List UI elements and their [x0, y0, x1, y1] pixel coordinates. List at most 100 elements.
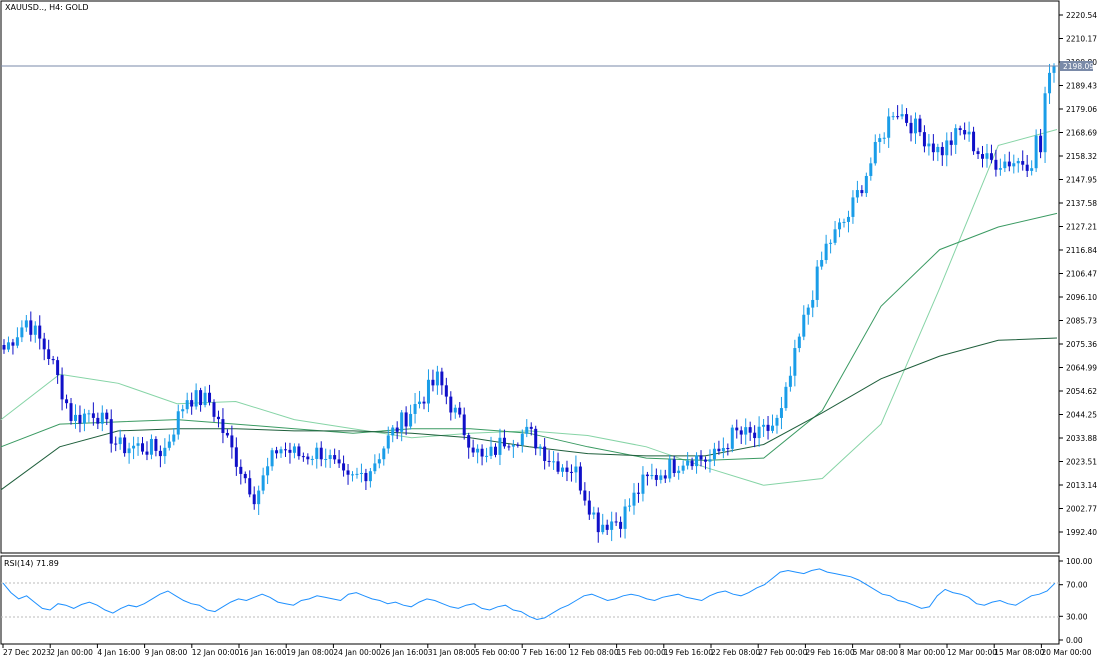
candle: [225, 429, 229, 438]
price-tick-label: 2054.62: [1066, 387, 1097, 396]
candle: [695, 452, 699, 474]
rsi-tick-label: 30.00: [1066, 612, 1088, 621]
time-tick-label: 31 Jan 08:00: [428, 648, 476, 657]
candle: [677, 465, 681, 480]
time-tick-label: 22 Feb 08:00: [711, 648, 760, 657]
candle: [132, 436, 136, 460]
price-tick-label: 2013.14: [1066, 481, 1097, 490]
candle: [547, 450, 551, 467]
candle: [766, 416, 770, 440]
candle: [1003, 154, 1007, 173]
candle: [149, 434, 153, 460]
candle: [958, 125, 962, 136]
candle: [123, 434, 127, 457]
candle: [409, 404, 413, 430]
candle: [440, 367, 444, 395]
candle: [717, 440, 721, 455]
candle: [502, 429, 506, 449]
candle: [534, 425, 538, 456]
candle: [860, 185, 864, 197]
price-tick-label: 2220.54: [1066, 11, 1097, 20]
candle: [672, 455, 676, 477]
candle: [887, 108, 891, 148]
candle: [543, 437, 547, 470]
candle: [726, 443, 730, 456]
candle: [78, 405, 82, 433]
candle: [632, 483, 636, 515]
candle: [489, 436, 493, 460]
candle: [15, 327, 19, 349]
candle: [476, 444, 480, 464]
candle: [525, 419, 529, 438]
candle: [690, 457, 694, 470]
candle: [998, 158, 1002, 176]
candle: [569, 464, 573, 482]
candle: [940, 142, 944, 166]
candle: [954, 124, 958, 154]
candle: [592, 506, 596, 520]
time-tick-label: 15 Mar 08:00: [994, 648, 1044, 657]
candle: [771, 414, 775, 434]
candle: [185, 392, 189, 414]
candle: [1030, 160, 1034, 176]
price-tick-label: 2106.47: [1066, 270, 1097, 279]
candle: [359, 463, 363, 483]
candle: [306, 453, 310, 465]
time-tick-label: 5 Mar 08:00: [853, 648, 899, 657]
candle: [913, 112, 917, 144]
price-tick-label: 2064.99: [1066, 364, 1097, 373]
candle: [208, 384, 212, 406]
candle: [605, 519, 609, 536]
candle: [355, 467, 359, 479]
price-tick-label: 2210.17: [1066, 35, 1097, 44]
candle: [972, 126, 976, 155]
rsi-title: RSI(14) 71.89: [4, 559, 59, 568]
candle: [65, 394, 69, 409]
candle: [578, 462, 582, 495]
candle: [453, 404, 457, 419]
candle: [516, 442, 520, 448]
candle: [230, 425, 234, 459]
candle: [413, 392, 417, 424]
candle: [538, 444, 542, 456]
candle: [2, 339, 6, 354]
candle: [708, 449, 712, 473]
candle: [636, 482, 640, 503]
price-tick-label: 2044.25: [1066, 411, 1097, 420]
candle: [252, 486, 256, 510]
candle: [891, 111, 895, 121]
candle: [896, 105, 900, 120]
candle: [141, 437, 145, 455]
candle: [1039, 128, 1043, 159]
candle: [1021, 150, 1025, 171]
candle: [310, 455, 314, 466]
candle: [96, 412, 100, 430]
candle: [382, 446, 386, 466]
price-tick-label: 2096.10: [1066, 293, 1097, 302]
candle: [377, 453, 381, 469]
candle: [386, 426, 390, 454]
candle: [444, 377, 448, 405]
candle: [645, 471, 649, 486]
rsi-path: [2, 568, 1056, 621]
candle: [981, 145, 985, 168]
candle: [194, 383, 198, 410]
candle: [292, 443, 296, 459]
candle: [654, 468, 658, 487]
candle: [404, 406, 408, 436]
candle: [275, 446, 279, 459]
candle: [641, 466, 645, 502]
candle: [784, 382, 788, 411]
candle: [391, 425, 395, 443]
candle: [319, 441, 323, 467]
candle: [650, 463, 654, 480]
price-tick-label: 2158.32: [1066, 152, 1097, 161]
candle: [243, 471, 247, 484]
time-tick-label: 12 Mar 00:00: [947, 648, 997, 657]
time-tick-label: 12 Jan 00:00: [192, 648, 240, 657]
candle: [864, 172, 868, 197]
candle: [114, 436, 118, 452]
candle: [909, 115, 913, 142]
candle: [686, 452, 690, 470]
